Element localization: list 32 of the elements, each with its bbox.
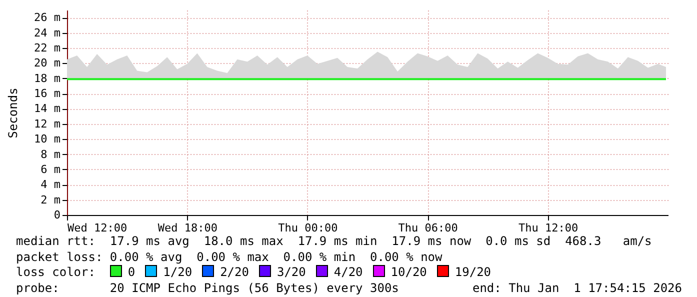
- y-tick-label: 4 m: [40, 178, 61, 192]
- y-tick-label: 18 m: [34, 72, 61, 85]
- y-tick-label: 14 m: [34, 102, 61, 116]
- y-tick-label: 0: [54, 208, 60, 222]
- text: median rtt: 17.9 ms avg 18.0 ms max 17.9 ms min 17.9 ms now 0.0 ms sd 468.3 am/s: [16, 234, 652, 250]
- legend-label: 10/20: [390, 265, 427, 279]
- legend-label: 19/20: [454, 265, 492, 279]
- y-tick-label: 10 m: [34, 132, 61, 146]
- legend-label: 3/20: [276, 265, 306, 279]
- y-tick-label: 8 m: [40, 148, 61, 161]
- y-tick-label: 26 m: [34, 11, 61, 24]
- text: packet loss: 0.00 % avg 0.00 % max 0.00 % min 0.00 % now: [16, 250, 442, 265]
- text: end: Thu Jan 1 17:54:15 2026: [472, 280, 682, 296]
- legend-label: 4/20: [332, 265, 363, 279]
- legend-label: 1/20: [162, 265, 192, 279]
- legend-label: 2/20: [219, 265, 249, 279]
- y-tick-label: 16 m: [34, 87, 61, 100]
- y-tick-label: 24 m: [34, 26, 61, 40]
- x-tick-label: Thu 12:00: [518, 222, 578, 234]
- y-axis-title: Seconds: [6, 88, 20, 138]
- y-tick-label: 12 m: [34, 117, 61, 130]
- y-tick-label: 6 m: [40, 162, 61, 176]
- text: probe: 20 ICMP Echo Pings (56 Bytes) every 300s: [16, 280, 399, 296]
- y-tick-label: 22 m: [34, 41, 61, 54]
- legend-title: loss color:: [16, 265, 96, 279]
- legend-label: 0: [126, 265, 136, 279]
- x-tick-label: Thu 06:00: [398, 222, 458, 234]
- x-tick-label: Wed 18:00: [158, 222, 218, 234]
- y-tick-label: 2 m: [40, 193, 61, 206]
- y-tick-label: 20 m: [34, 56, 61, 70]
- x-tick-label: Thu 00:00: [278, 222, 338, 234]
- x-tick-label: Wed 12:00: [68, 222, 128, 234]
